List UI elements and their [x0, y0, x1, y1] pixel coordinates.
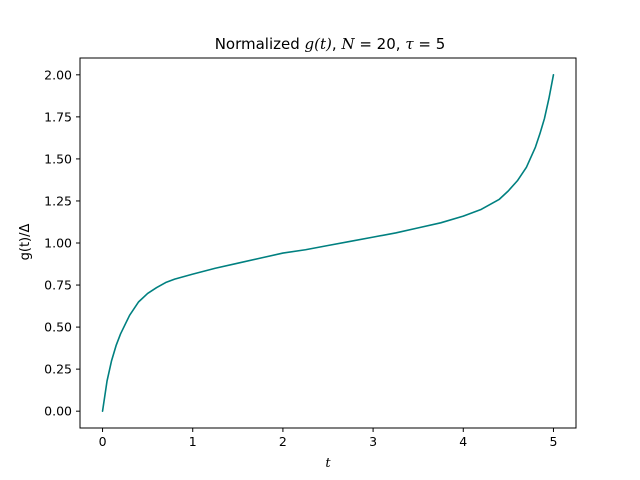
axes-frame — [79, 57, 577, 429]
ticks-layer: 0 1 2 3 4 5 0.00 0.25 0.50 0.75 1.00 1.25 1.50 1.75 2.… — [44, 67, 557, 449]
y-tick-label: 0.50 — [44, 320, 72, 335]
y-tick-label: 1.00 — [44, 236, 72, 251]
y-axis-label: g(t)/Δ — [18, 224, 33, 261]
y-tick-label: 2.00 — [44, 67, 72, 82]
y-tick-label: 1.75 — [44, 109, 72, 124]
y-tick-label: 0.25 — [44, 362, 72, 377]
x-tick-label: 3 — [369, 434, 377, 449]
x-axis-label: t — [325, 456, 331, 471]
chart-title: Normalized g(t), N = 20, τ = 5 — [215, 35, 446, 53]
x-tick-label: 0 — [99, 434, 107, 449]
x-tick-label: 4 — [459, 434, 467, 449]
y-tick-label: 1.50 — [44, 151, 72, 166]
x-tick-label: 1 — [189, 434, 197, 449]
y-tick-label: 0.00 — [44, 404, 72, 419]
y-tick-label: 1.25 — [44, 193, 72, 208]
x-tick-label: 5 — [549, 434, 557, 449]
series-layer — [101, 74, 555, 412]
x-tick-label: 2 — [279, 434, 287, 449]
series-line — [101, 74, 555, 412]
y-tick-label: 0.75 — [44, 278, 72, 293]
